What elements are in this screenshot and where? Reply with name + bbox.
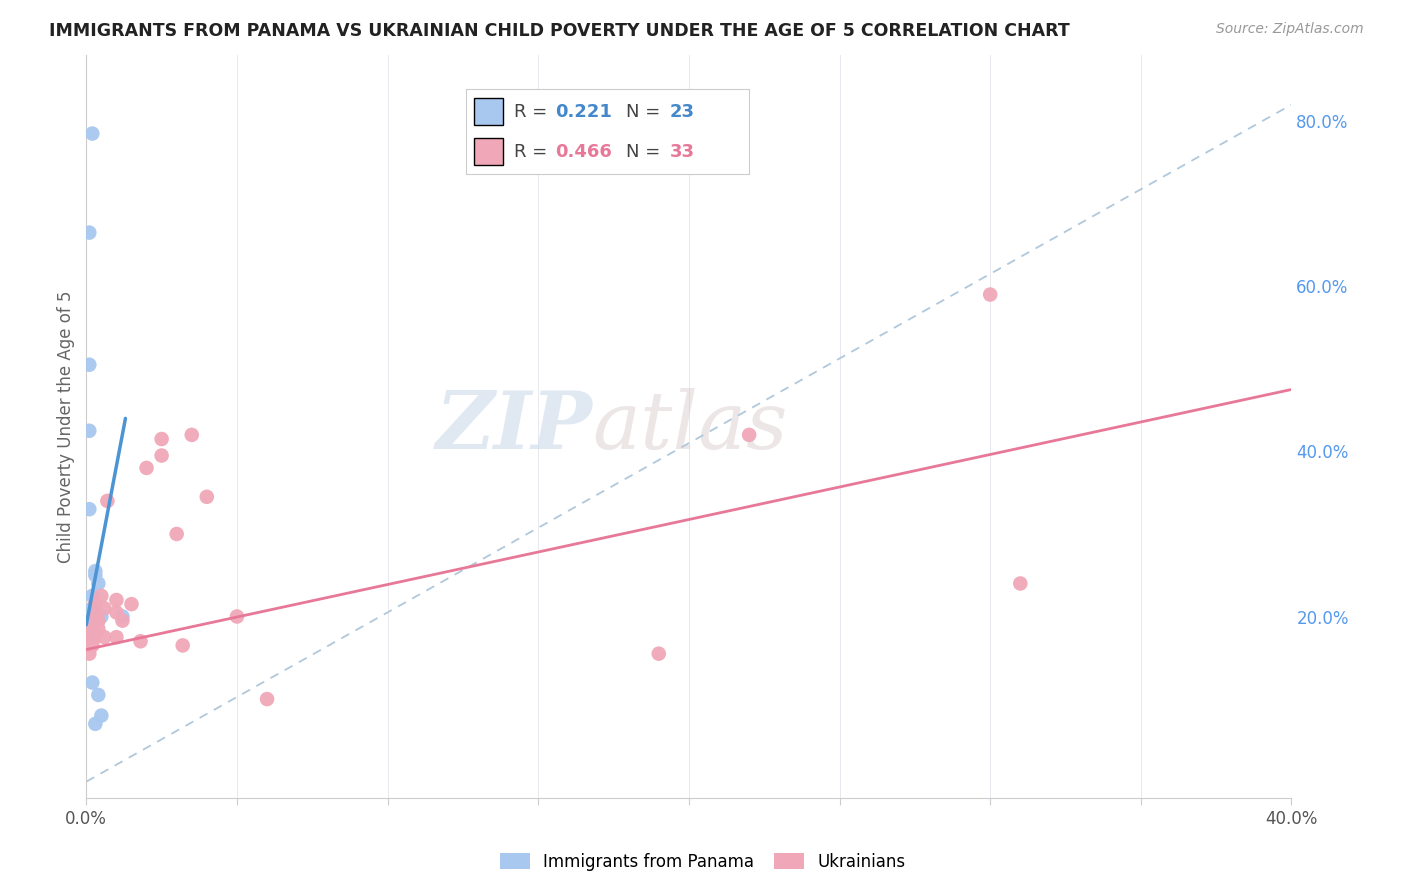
Point [979,287,1001,301]
Point [79,226,101,240]
Text: Source: ZipAtlas.com: Source: ZipAtlas.com [1216,22,1364,37]
Point [82,639,104,653]
Point [172,639,194,653]
Point [87,688,110,702]
Point [79,630,101,644]
Point [79,502,101,516]
Point [111,609,134,624]
Point [82,614,104,628]
Point [84,564,107,578]
Point [129,634,152,648]
Point [738,428,761,442]
Point [79,622,101,636]
Point [84,630,107,644]
Point [1010,576,1032,591]
Point [648,647,671,661]
Point [87,576,110,591]
Y-axis label: Child Poverty Under the Age of 5: Child Poverty Under the Age of 5 [58,291,75,563]
Point [135,461,157,475]
Point [82,601,104,615]
Point [150,432,173,446]
Point [96,494,118,508]
Point [105,630,128,644]
Point [111,614,134,628]
Point [226,609,249,624]
Text: atlas: atlas [592,388,787,466]
Point [84,609,107,624]
Point [84,609,107,624]
Point [84,597,107,611]
Text: IMMIGRANTS FROM PANAMA VS UKRAINIAN CHILD POVERTY UNDER THE AGE OF 5 CORRELATION: IMMIGRANTS FROM PANAMA VS UKRAINIAN CHIL… [49,22,1070,40]
Point [105,593,128,607]
Point [82,127,104,141]
Point [87,614,110,628]
Point [82,622,104,636]
Point [90,708,112,723]
Point [93,630,115,644]
Point [79,358,101,372]
Point [150,449,173,463]
Point [256,692,278,706]
Point [121,597,143,611]
Point [87,622,110,636]
Point [180,428,202,442]
Point [82,589,104,603]
Point [90,589,112,603]
Point [82,630,104,644]
Point [79,647,101,661]
Point [93,601,115,615]
Point [79,622,101,636]
Point [195,490,218,504]
Point [79,630,101,644]
Point [90,609,112,624]
Point [84,716,107,731]
Point [84,568,107,582]
Point [87,614,110,628]
Point [79,424,101,438]
Point [82,675,104,690]
Point [82,606,104,620]
Point [105,606,128,620]
Legend: Immigrants from Panama, Ukrainians: Immigrants from Panama, Ukrainians [492,845,914,880]
Text: ZIP: ZIP [436,388,592,466]
Point [166,527,188,541]
